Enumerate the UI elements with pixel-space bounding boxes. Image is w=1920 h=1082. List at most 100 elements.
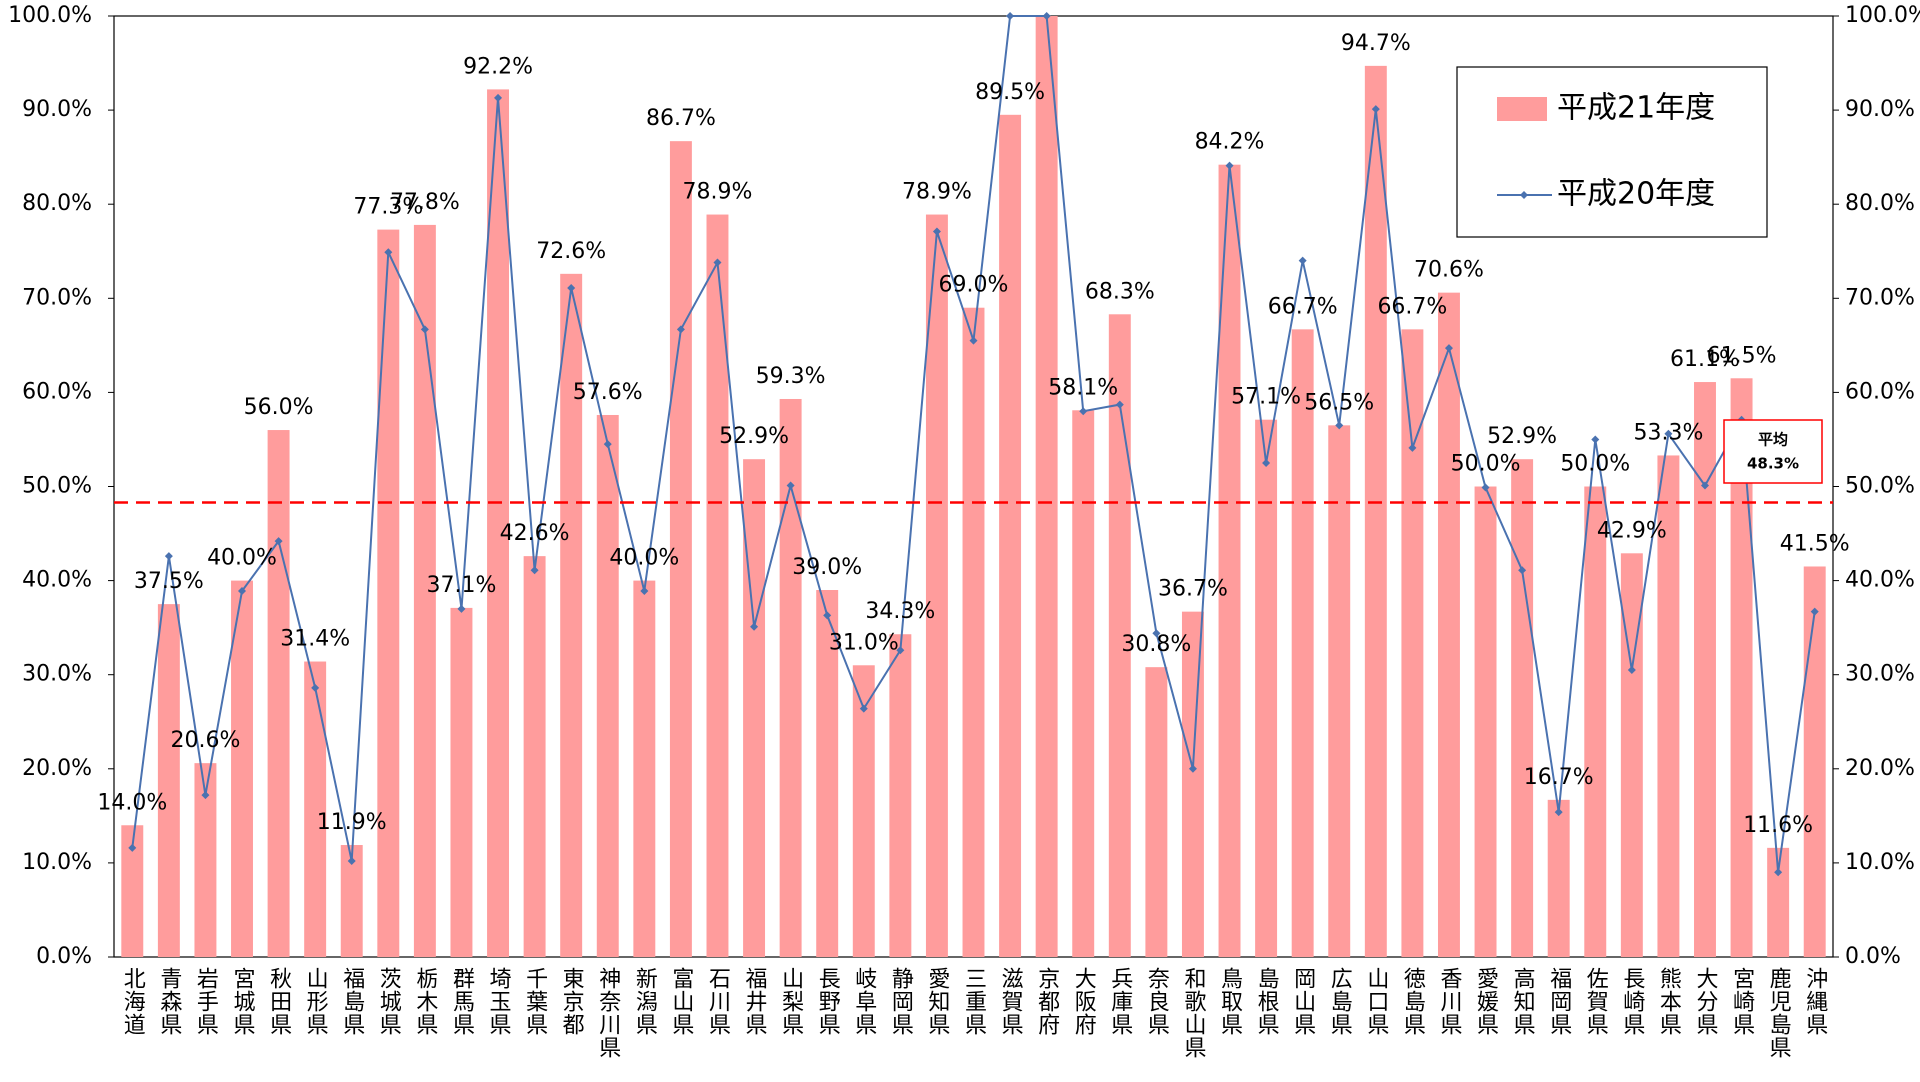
bar (413, 224, 436, 958)
x-tick-label: 島根県 (1254, 967, 1280, 1036)
bar (450, 607, 473, 957)
bar (194, 763, 217, 957)
line-marker (567, 283, 576, 292)
line-marker (1627, 665, 1636, 674)
line-marker (1810, 607, 1819, 616)
y-tick-label: 70.0% (22, 285, 92, 310)
x-tick-label: 山形県 (303, 967, 329, 1036)
x-tick-label: 山梨県 (778, 967, 804, 1036)
bar (1694, 382, 1716, 957)
line-marker (164, 552, 173, 561)
x-tick-label: 福島県 (339, 967, 365, 1036)
line-marker (676, 325, 685, 334)
data-label: 77.8% (390, 190, 460, 215)
bar (377, 229, 400, 957)
data-label: 50.0% (1451, 452, 1521, 477)
y2-tick-label: 20.0% (1845, 756, 1915, 781)
data-label: 31.0% (829, 630, 899, 655)
x-tick-label: 沖縄県 (1802, 967, 1828, 1036)
y-tick-label: 0.0% (36, 944, 92, 969)
data-label: 50.0% (1560, 452, 1630, 477)
line-marker (859, 704, 868, 713)
line-marker (1042, 12, 1051, 20)
x-tick-label: 福井県 (742, 967, 768, 1036)
bar (852, 665, 875, 957)
data-label: 86.7% (646, 106, 716, 131)
line-marker (1408, 443, 1417, 452)
line-marker (969, 336, 978, 345)
data-label: 42.6% (500, 521, 570, 546)
line-marker (457, 604, 466, 613)
line-marker (1225, 161, 1234, 170)
line-marker (823, 611, 832, 620)
y2-tick-label: 90.0% (1845, 97, 1915, 122)
bar (1181, 611, 1204, 957)
y2-tick-label: 50.0% (1845, 474, 1915, 499)
bar (633, 580, 656, 957)
line-marker (311, 683, 320, 692)
bar (889, 634, 912, 957)
x-tick-label: 香川県 (1436, 967, 1462, 1036)
bar (157, 604, 180, 957)
data-label: 69.0% (939, 273, 1009, 298)
data-label: 78.9% (683, 180, 753, 205)
average-box (1723, 419, 1823, 484)
legend-marker (1520, 191, 1528, 199)
legend-box (1456, 66, 1768, 238)
x-tick-label: 宮城県 (230, 967, 256, 1036)
line-marker (713, 258, 722, 267)
line-marker (128, 843, 137, 852)
line-marker (1298, 256, 1307, 265)
data-label: 39.0% (792, 555, 862, 580)
bar (267, 430, 290, 957)
bar (1803, 566, 1826, 957)
line-marker (1152, 629, 1161, 638)
x-tick-label: 鹿児島県 (1766, 967, 1792, 1059)
bar (1584, 486, 1607, 957)
y2-tick-label: 100.0% (1845, 3, 1920, 28)
x-tick-label: 石川県 (705, 967, 731, 1036)
line-marker (1371, 105, 1380, 114)
bar (706, 214, 729, 957)
data-label: 78.9% (902, 180, 972, 205)
y2-tick-label: 70.0% (1845, 285, 1915, 310)
y2-tick-label: 30.0% (1845, 662, 1915, 687)
line-marker (384, 248, 393, 257)
data-label: 40.0% (207, 546, 277, 571)
legend-swatch (1497, 97, 1547, 121)
data-label: 52.9% (719, 424, 789, 449)
data-label: 92.2% (463, 54, 533, 79)
x-tick-label: 兵庫県 (1107, 967, 1133, 1036)
x-tick-label: 高知県 (1510, 967, 1536, 1036)
line-marker (896, 646, 905, 655)
data-label: 58.1% (1048, 375, 1118, 400)
x-tick-label: 京都府 (1034, 967, 1060, 1036)
x-tick-label: 北海道 (120, 967, 146, 1036)
data-label: 84.2% (1195, 130, 1265, 155)
line-marker (750, 622, 759, 631)
bar (1035, 16, 1058, 957)
data-label: 40.0% (609, 546, 679, 571)
line-marker (603, 440, 612, 449)
bar (1437, 292, 1460, 957)
x-tick-label: 宮崎県 (1729, 967, 1755, 1036)
x-tick-label: 大分県 (1692, 967, 1718, 1036)
data-label: 36.7% (1158, 577, 1228, 602)
x-tick-label: 東京都 (559, 967, 585, 1036)
data-label: 14.0% (97, 790, 167, 815)
data-label: 31.4% (280, 627, 350, 652)
x-tick-label: 埼玉県 (486, 967, 512, 1036)
x-tick-label: 千葉県 (522, 967, 548, 1036)
data-label: 59.3% (756, 364, 826, 389)
bar (1328, 425, 1351, 958)
legend-label: 平成20年度 (1557, 177, 1715, 212)
x-tick-label: 滋賀県 (998, 967, 1024, 1036)
bar (816, 590, 839, 957)
line-marker (1664, 429, 1673, 438)
data-label: 72.6% (536, 239, 606, 264)
y2-tick-label: 10.0% (1845, 850, 1915, 875)
line-marker (1554, 808, 1563, 817)
y-tick-label: 80.0% (22, 191, 92, 216)
line-marker (238, 586, 247, 595)
x-tick-label: 岐阜県 (851, 967, 877, 1036)
